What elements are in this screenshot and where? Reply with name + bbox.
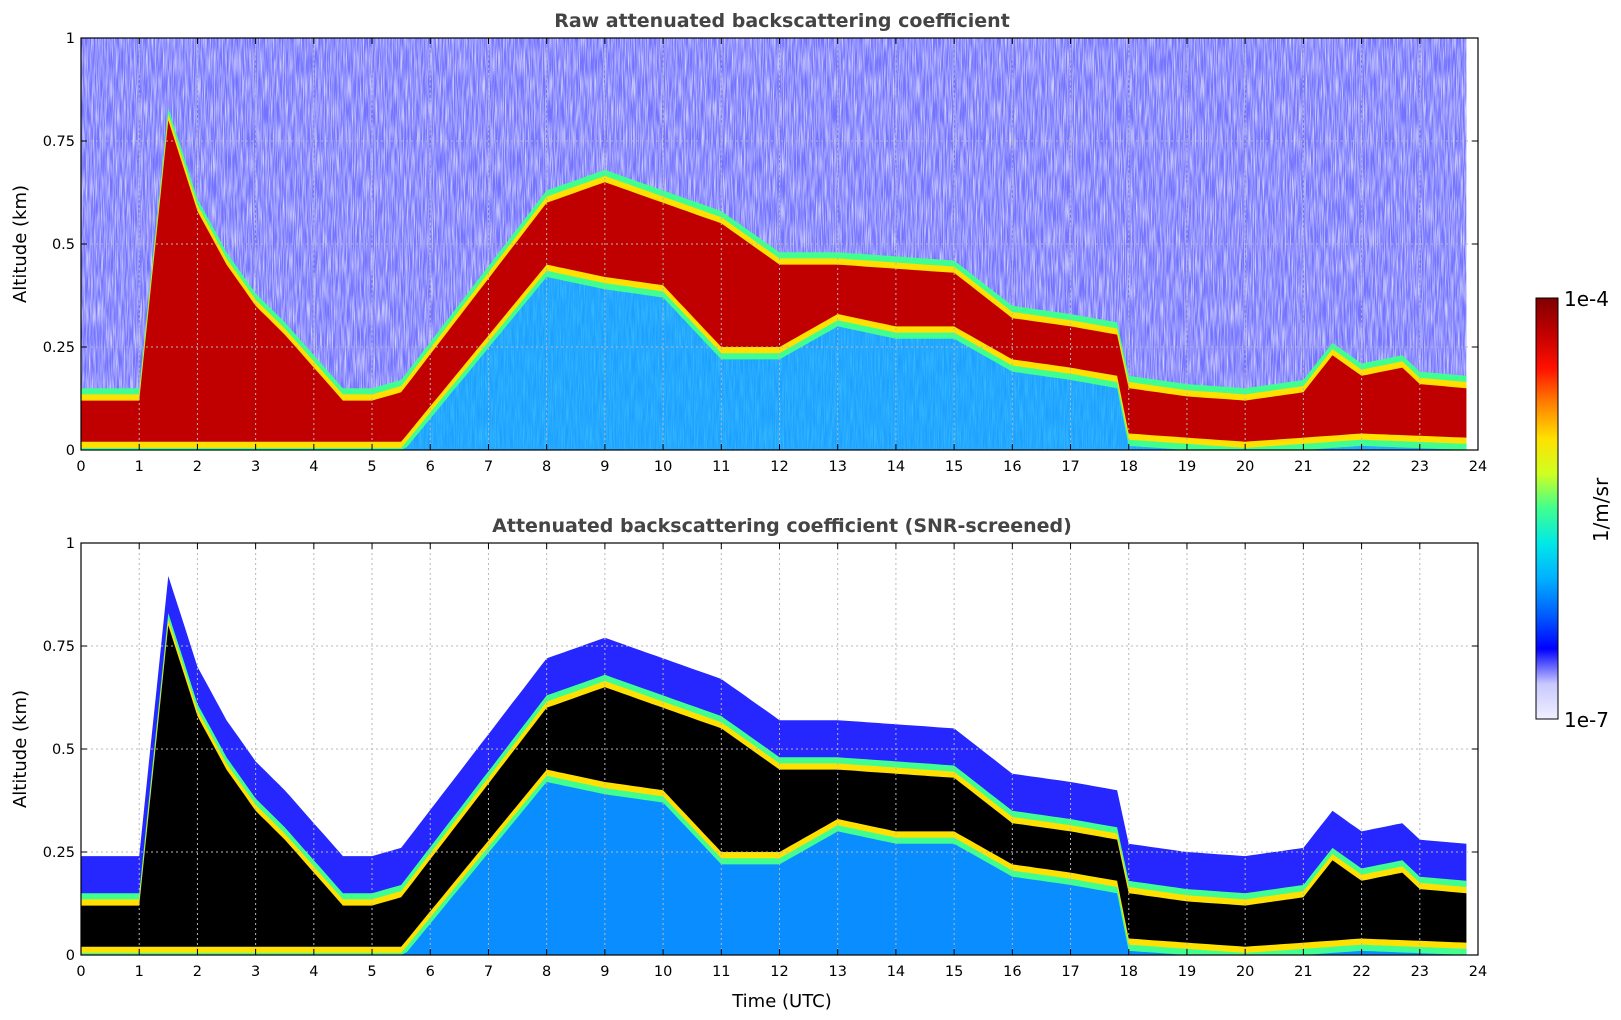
x-tick-label: 24 — [1469, 964, 1487, 980]
x-tick-label: 16 — [1003, 964, 1021, 980]
x-tick-label: 5 — [367, 459, 376, 475]
y-axis-label: Altitude (km) — [10, 690, 31, 808]
colorbar-unit-label: 1/m/sr — [1589, 477, 1613, 542]
x-tick-label: 21 — [1294, 964, 1312, 980]
x-tick-label: 23 — [1411, 964, 1429, 980]
x-tick-label: 20 — [1236, 964, 1254, 980]
x-tick-label: 15 — [945, 459, 963, 475]
y-tick-label: 0 — [66, 443, 75, 459]
x-tick-label: 19 — [1178, 964, 1196, 980]
heatmap-area — [81, 576, 1467, 955]
x-tick-label: 4 — [309, 964, 318, 980]
raw-backscatter-panel: Raw attenuated backscattering coefficien… — [10, 10, 1487, 475]
cloud-core — [81, 625, 1467, 947]
x-tick-label: 23 — [1411, 459, 1429, 475]
x-tick-label: 7 — [484, 964, 493, 980]
x-tick-label: 16 — [1003, 459, 1021, 475]
x-tick-label: 0 — [76, 964, 85, 980]
x-tick-label: 9 — [600, 459, 609, 475]
x-tick-label: 8 — [542, 459, 551, 475]
x-tick-label: 4 — [309, 459, 318, 475]
colorbar-bar — [1535, 297, 1559, 720]
y-tick-label: 0.75 — [43, 639, 75, 655]
x-axis: 0 1 2 3 4 5 6 7 8 9 10 11 12 13 14 15 16 17 18 19 20 21 22 23 24 — [76, 38, 1487, 475]
x-tick-label: 11 — [712, 964, 730, 980]
x-tick-label: 14 — [887, 459, 905, 475]
screened-backscatter-panel: Attenuated backscattering coefficient (S… — [10, 515, 1487, 1012]
x-tick-label: 0 — [76, 459, 85, 475]
x-tick-label: 3 — [251, 964, 260, 980]
panel-title: Raw attenuated backscattering coefficien… — [554, 10, 1010, 32]
x-tick-label: 10 — [654, 964, 672, 980]
x-tick-label: 14 — [887, 964, 905, 980]
x-tick-label: 1 — [135, 459, 144, 475]
x-tick-label: 6 — [426, 964, 435, 980]
x-tick-label: 6 — [426, 459, 435, 475]
panel-title: Attenuated backscattering coefficient (S… — [492, 515, 1072, 537]
x-tick-label: 17 — [1061, 459, 1079, 475]
x-tick-label: 1 — [135, 964, 144, 980]
y-tick-label: 0.25 — [43, 340, 75, 356]
y-axis-label: Altitude (km) — [10, 185, 31, 303]
x-tick-label: 9 — [600, 964, 609, 980]
cloud-core — [81, 120, 1467, 442]
y-tick-label: 0.5 — [52, 742, 75, 758]
x-tick-label: 22 — [1352, 964, 1370, 980]
x-tick-label: 12 — [770, 964, 788, 980]
grid — [81, 38, 1478, 450]
y-tick-label: 1 — [66, 536, 75, 552]
x-tick-label: 15 — [945, 964, 963, 980]
y-tick-label: 1 — [66, 31, 75, 47]
colorbar: 1e-4 1e-7 1/m/sr — [1535, 287, 1613, 732]
colorbar-min-label: 1e-7 — [1564, 708, 1609, 732]
x-tick-label: 11 — [712, 459, 730, 475]
y-axis: 0 0.25 0.5 0.75 1 — [43, 31, 1478, 459]
x-tick-label: 2 — [193, 964, 202, 980]
x-tick-label: 13 — [828, 964, 846, 980]
x-tick-label: 8 — [542, 964, 551, 980]
grid — [81, 543, 1478, 955]
x-tick-label: 19 — [1178, 459, 1196, 475]
heatmap-area — [81, 38, 1467, 450]
x-tick-label: 20 — [1236, 459, 1254, 475]
x-tick-label: 13 — [828, 459, 846, 475]
x-tick-label: 7 — [484, 459, 493, 475]
y-tick-label: 0.25 — [43, 845, 75, 861]
x-axis-label: Time (UTC) — [731, 991, 832, 1012]
x-tick-label: 21 — [1294, 459, 1312, 475]
x-tick-label: 3 — [251, 459, 260, 475]
x-tick-label: 18 — [1120, 964, 1138, 980]
y-tick-label: 0 — [66, 948, 75, 964]
x-tick-label: 12 — [770, 459, 788, 475]
x-tick-label: 22 — [1352, 459, 1370, 475]
y-axis: 0 0.25 0.5 0.75 1 — [43, 536, 1478, 964]
x-tick-label: 17 — [1061, 964, 1079, 980]
x-axis: 0 1 2 3 4 5 6 7 8 9 10 11 12 13 14 15 16 17 18 19 20 21 22 23 24 — [76, 543, 1487, 980]
y-tick-label: 0.75 — [43, 134, 75, 150]
x-tick-label: 2 — [193, 459, 202, 475]
colorbar-max-label: 1e-4 — [1564, 287, 1609, 311]
x-tick-label: 24 — [1469, 459, 1487, 475]
x-tick-label: 18 — [1120, 459, 1138, 475]
y-tick-label: 0.5 — [52, 237, 75, 253]
x-tick-label: 5 — [367, 964, 376, 980]
x-tick-label: 10 — [654, 459, 672, 475]
